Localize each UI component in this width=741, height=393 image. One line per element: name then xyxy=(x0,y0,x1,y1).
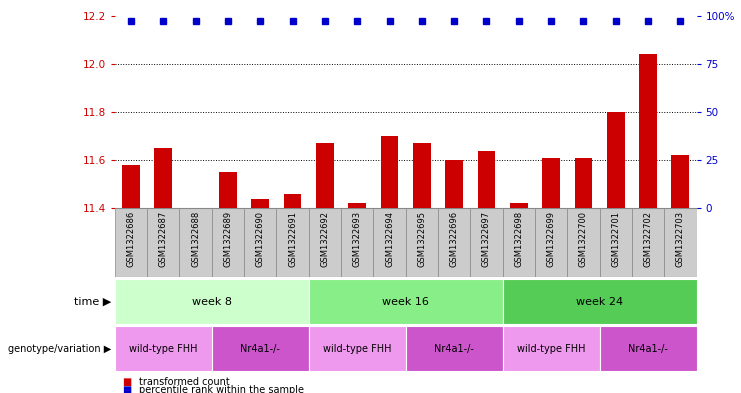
Text: GSM1322696: GSM1322696 xyxy=(450,211,459,267)
Text: GSM1322701: GSM1322701 xyxy=(611,211,620,267)
Bar xyxy=(632,208,664,277)
Bar xyxy=(413,143,431,208)
Bar xyxy=(309,326,406,371)
Bar xyxy=(115,279,309,324)
Bar xyxy=(671,155,689,208)
Text: GSM1322703: GSM1322703 xyxy=(676,211,685,267)
Bar xyxy=(179,208,212,277)
Text: GSM1322699: GSM1322699 xyxy=(547,211,556,267)
Bar xyxy=(535,208,568,277)
Text: ■: ■ xyxy=(122,377,131,387)
Bar xyxy=(373,208,406,277)
Bar xyxy=(115,208,147,277)
Bar xyxy=(510,204,528,208)
Bar xyxy=(309,208,341,277)
Text: GSM1322697: GSM1322697 xyxy=(482,211,491,267)
Bar xyxy=(574,158,592,208)
Text: week 24: week 24 xyxy=(576,297,623,307)
Text: time ▶: time ▶ xyxy=(74,297,111,307)
Bar xyxy=(212,208,244,277)
Bar xyxy=(348,204,366,208)
Text: genotype/variation ▶: genotype/variation ▶ xyxy=(8,344,111,354)
Bar xyxy=(406,326,502,371)
Bar xyxy=(115,326,212,371)
Text: Nr4a1-/-: Nr4a1-/- xyxy=(628,344,668,354)
Text: Nr4a1-/-: Nr4a1-/- xyxy=(240,344,280,354)
Bar xyxy=(154,148,172,208)
Text: GSM1322691: GSM1322691 xyxy=(288,211,297,267)
Text: GSM1322695: GSM1322695 xyxy=(417,211,426,267)
Bar xyxy=(316,143,333,208)
Bar xyxy=(147,208,179,277)
Bar xyxy=(607,112,625,208)
Bar xyxy=(251,199,269,208)
Text: GSM1322694: GSM1322694 xyxy=(385,211,394,267)
Bar xyxy=(445,160,463,208)
Text: GSM1322702: GSM1322702 xyxy=(644,211,653,267)
Bar xyxy=(122,165,140,208)
Bar xyxy=(244,208,276,277)
Bar xyxy=(212,326,309,371)
Bar xyxy=(664,208,697,277)
Text: GSM1322692: GSM1322692 xyxy=(320,211,330,267)
Bar xyxy=(406,208,438,277)
Bar xyxy=(438,208,471,277)
Text: GSM1322688: GSM1322688 xyxy=(191,211,200,267)
Bar xyxy=(341,208,373,277)
Text: wild-type FHH: wild-type FHH xyxy=(517,344,585,354)
Bar xyxy=(219,172,237,208)
Text: GSM1322700: GSM1322700 xyxy=(579,211,588,267)
Bar xyxy=(284,194,302,208)
Bar xyxy=(599,326,697,371)
Text: GSM1322686: GSM1322686 xyxy=(127,211,136,267)
Text: GSM1322690: GSM1322690 xyxy=(256,211,265,267)
Bar xyxy=(542,158,560,208)
Text: GSM1322687: GSM1322687 xyxy=(159,211,167,267)
Bar xyxy=(502,326,599,371)
Text: week 8: week 8 xyxy=(192,297,232,307)
Bar xyxy=(599,208,632,277)
Text: transformed count: transformed count xyxy=(139,377,229,387)
Bar xyxy=(502,208,535,277)
Text: GSM1322698: GSM1322698 xyxy=(514,211,523,267)
Text: GSM1322689: GSM1322689 xyxy=(224,211,233,267)
Bar xyxy=(471,208,502,277)
Bar xyxy=(309,279,502,324)
Text: ■: ■ xyxy=(122,385,131,393)
Bar xyxy=(568,208,599,277)
Text: percentile rank within the sample: percentile rank within the sample xyxy=(139,385,304,393)
Text: wild-type FHH: wild-type FHH xyxy=(129,344,198,354)
Text: GSM1322693: GSM1322693 xyxy=(353,211,362,267)
Bar xyxy=(276,208,309,277)
Bar xyxy=(478,151,496,208)
Bar xyxy=(502,279,697,324)
Text: week 16: week 16 xyxy=(382,297,429,307)
Bar xyxy=(381,136,399,208)
Text: wild-type FHH: wild-type FHH xyxy=(323,344,391,354)
Text: Nr4a1-/-: Nr4a1-/- xyxy=(434,344,474,354)
Bar xyxy=(639,54,657,208)
